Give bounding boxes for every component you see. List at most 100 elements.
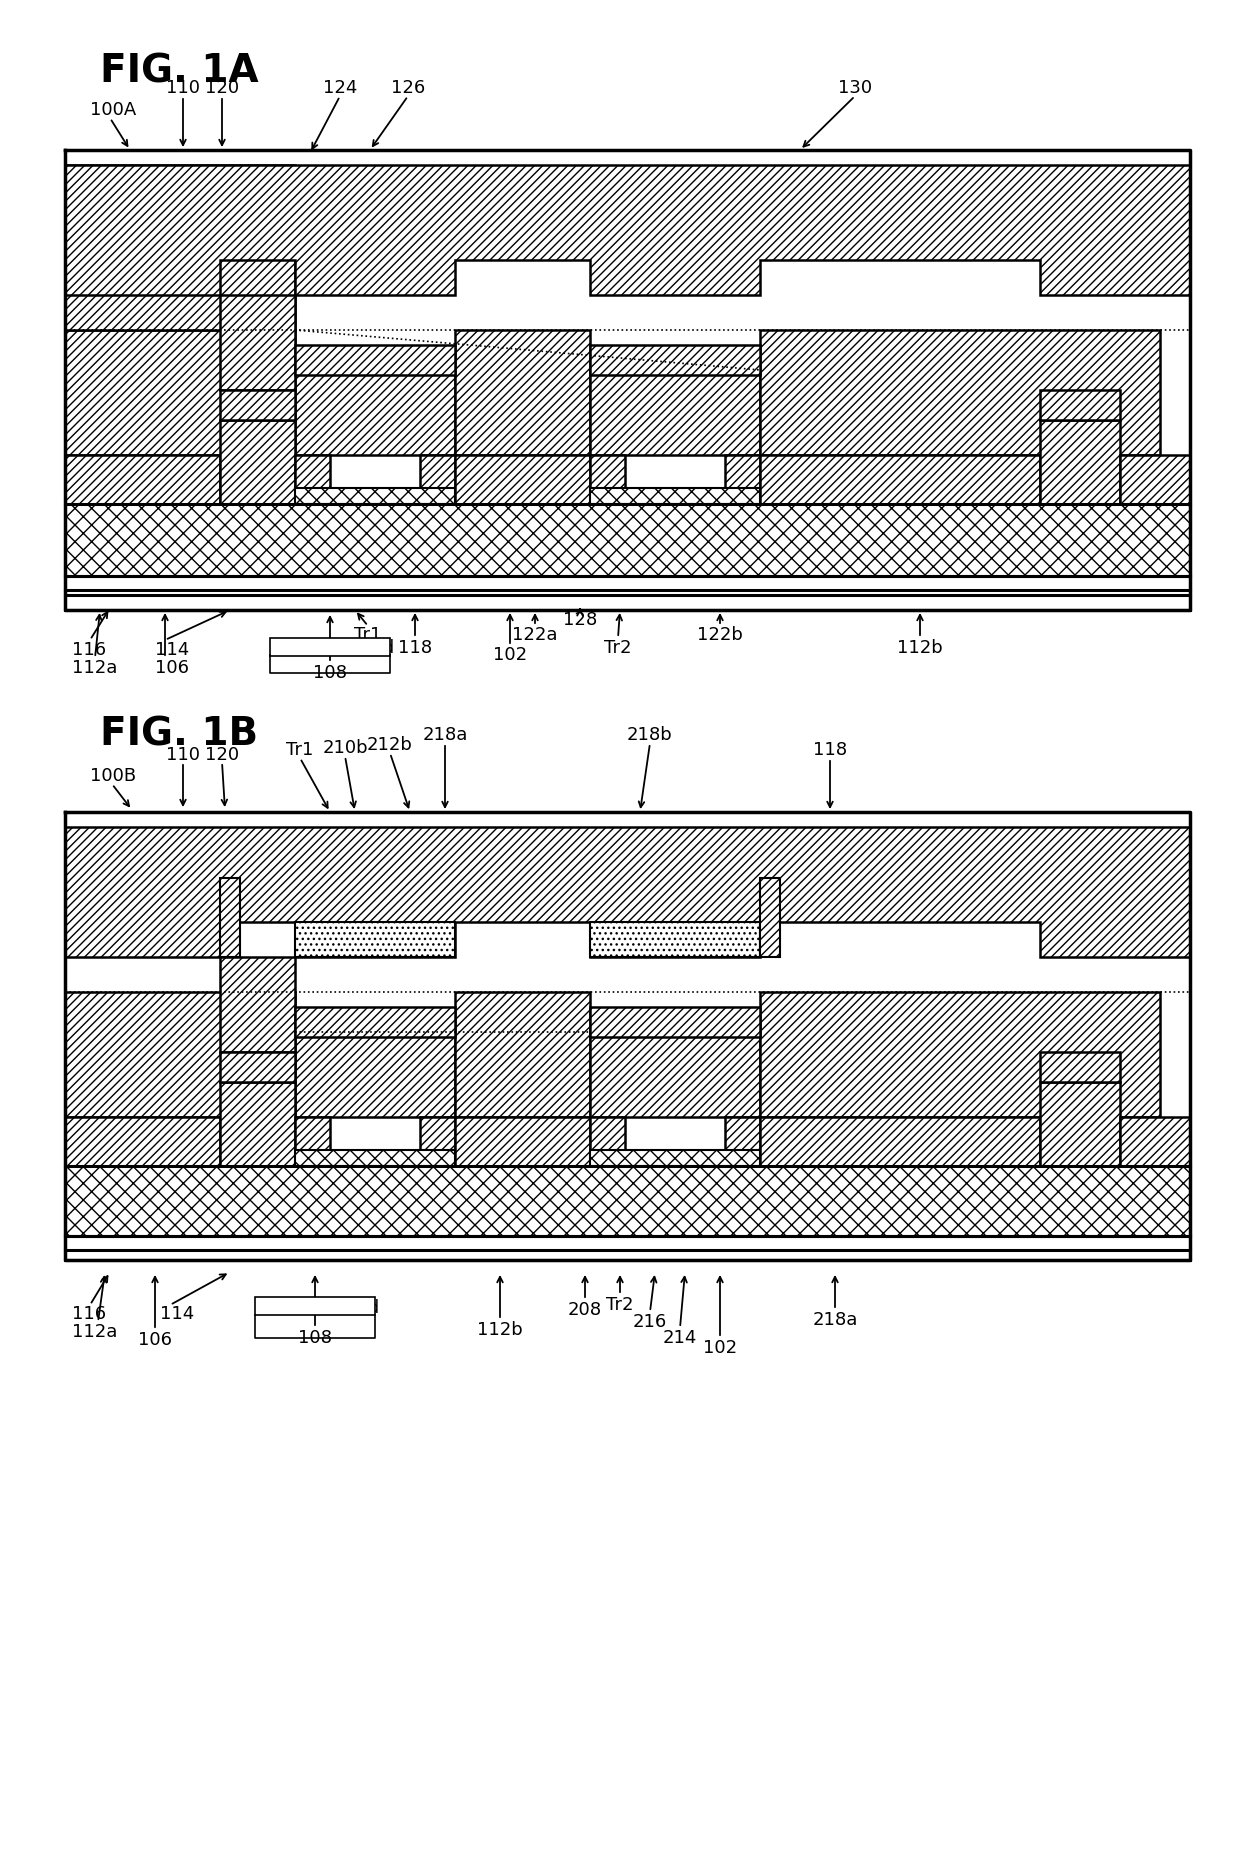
- Bar: [590, 371, 760, 454]
- Text: 218a: 218a: [423, 727, 467, 743]
- Bar: [1120, 454, 1190, 504]
- Text: 130: 130: [838, 80, 872, 96]
- Text: 126: 126: [391, 80, 425, 96]
- Text: 102: 102: [703, 1339, 737, 1357]
- Bar: [760, 879, 780, 957]
- Text: FIG. 1A: FIG. 1A: [100, 52, 259, 91]
- Bar: [219, 1051, 295, 1083]
- Bar: [64, 992, 295, 1116]
- Bar: [64, 1237, 1190, 1250]
- Text: 108s: 108s: [265, 1300, 305, 1316]
- Bar: [725, 1116, 760, 1149]
- Bar: [1040, 421, 1120, 504]
- Text: 108d: 108d: [337, 1300, 379, 1316]
- Bar: [590, 1116, 625, 1149]
- Bar: [64, 1250, 1190, 1261]
- Text: 116: 116: [72, 641, 107, 658]
- Text: 218b: 218b: [627, 727, 673, 743]
- Bar: [295, 488, 455, 504]
- Text: 100A: 100A: [91, 100, 136, 119]
- Text: 110: 110: [166, 80, 200, 96]
- Bar: [590, 345, 760, 375]
- Bar: [64, 1166, 1190, 1237]
- Bar: [590, 488, 760, 504]
- Bar: [760, 454, 1040, 504]
- Bar: [590, 454, 625, 488]
- Bar: [760, 1116, 1040, 1166]
- Text: Tr2: Tr2: [604, 640, 631, 656]
- Bar: [64, 595, 1190, 610]
- Text: 120: 120: [205, 80, 239, 96]
- Bar: [64, 504, 1190, 577]
- Bar: [295, 1007, 455, 1036]
- Bar: [760, 992, 1159, 1116]
- Text: 212b: 212b: [367, 736, 413, 755]
- Text: 108: 108: [298, 1329, 332, 1348]
- Polygon shape: [64, 165, 1190, 295]
- Text: 106: 106: [155, 658, 188, 677]
- Bar: [1040, 389, 1120, 421]
- Text: Tr1: Tr1: [286, 742, 314, 758]
- Text: 208: 208: [568, 1302, 603, 1318]
- Text: 122a: 122a: [512, 627, 558, 643]
- Bar: [295, 1149, 455, 1166]
- Text: 112a: 112a: [72, 1324, 118, 1340]
- Bar: [64, 165, 295, 330]
- Text: 108: 108: [312, 664, 347, 682]
- Text: 128: 128: [563, 612, 598, 629]
- Bar: [64, 577, 1190, 590]
- Bar: [455, 454, 590, 504]
- Bar: [255, 1298, 374, 1314]
- Bar: [420, 1116, 455, 1149]
- Bar: [64, 330, 295, 454]
- Text: 100B: 100B: [91, 768, 136, 784]
- Text: FIG. 1B: FIG. 1B: [100, 716, 258, 755]
- Bar: [455, 992, 590, 1116]
- Text: 114: 114: [160, 1305, 195, 1324]
- Text: 108i: 108i: [301, 1300, 339, 1316]
- Bar: [455, 1116, 590, 1166]
- Text: 122b: 122b: [697, 627, 743, 643]
- Bar: [760, 330, 1159, 454]
- Text: 210b: 210b: [322, 740, 368, 756]
- Text: 106: 106: [138, 1331, 172, 1350]
- Text: 118: 118: [813, 742, 847, 758]
- Text: 216: 216: [632, 1313, 667, 1331]
- Bar: [295, 345, 455, 375]
- Bar: [1040, 1083, 1120, 1166]
- Text: 108i: 108i: [317, 640, 353, 656]
- Text: 102: 102: [494, 645, 527, 664]
- Text: 110: 110: [166, 745, 200, 764]
- Text: 118: 118: [398, 640, 432, 656]
- Bar: [420, 454, 455, 488]
- Polygon shape: [64, 827, 1190, 957]
- Text: Tr2: Tr2: [606, 1296, 634, 1314]
- Bar: [64, 1116, 219, 1166]
- Text: 120: 120: [205, 745, 239, 764]
- Text: Tr1: Tr1: [355, 627, 382, 643]
- Bar: [295, 1116, 330, 1149]
- Bar: [1120, 1116, 1190, 1166]
- Text: 112b: 112b: [477, 1322, 523, 1339]
- Bar: [219, 421, 295, 504]
- Text: 116: 116: [72, 1305, 107, 1324]
- Bar: [455, 330, 590, 454]
- Bar: [295, 454, 330, 488]
- Bar: [725, 454, 760, 488]
- Bar: [295, 921, 455, 957]
- Text: 124: 124: [322, 80, 357, 96]
- Text: 218a: 218a: [812, 1311, 858, 1329]
- Bar: [64, 454, 219, 504]
- Bar: [295, 1033, 455, 1116]
- Bar: [1040, 1051, 1120, 1083]
- Bar: [590, 1149, 760, 1166]
- Bar: [590, 1007, 760, 1036]
- Bar: [219, 295, 295, 389]
- Text: 114: 114: [155, 641, 190, 658]
- Text: 108s: 108s: [280, 640, 320, 656]
- Bar: [590, 921, 760, 957]
- Bar: [219, 957, 295, 1051]
- Text: 108d: 108d: [352, 640, 394, 656]
- Bar: [590, 1033, 760, 1116]
- Text: 214: 214: [663, 1329, 697, 1348]
